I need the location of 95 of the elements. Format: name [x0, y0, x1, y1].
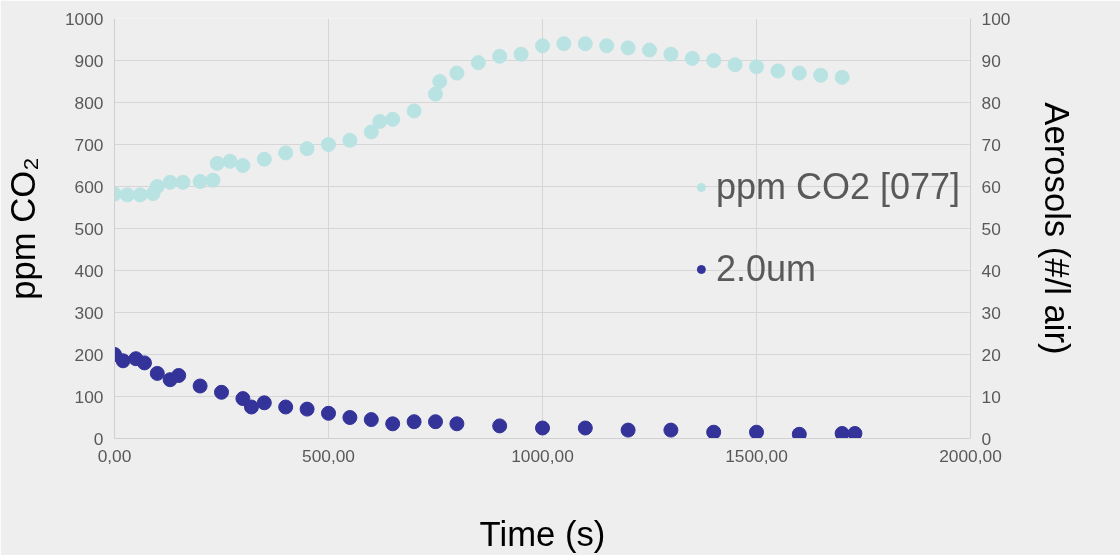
y2-tick-label: 70	[981, 134, 1001, 155]
point	[791, 426, 807, 439]
point	[847, 425, 863, 439]
point	[449, 65, 465, 81]
point	[171, 368, 187, 383]
point	[406, 414, 422, 430]
y-tick-label: 400	[74, 260, 104, 281]
point	[385, 416, 401, 432]
y-tick-label: 1000	[64, 8, 104, 29]
y2-tick-label: 100	[981, 8, 1011, 29]
point	[791, 65, 807, 81]
point	[299, 401, 315, 417]
point	[432, 74, 448, 89]
point	[599, 38, 615, 54]
y-axis-title: ppm CO₂	[3, 157, 42, 300]
y-tick-label: 200	[74, 344, 104, 365]
point	[577, 420, 593, 436]
x-axis-title: Time (s)	[479, 514, 606, 553]
point	[162, 174, 178, 190]
point	[299, 141, 315, 157]
point	[149, 365, 165, 381]
point	[770, 63, 786, 79]
point	[684, 50, 700, 66]
point	[363, 412, 379, 428]
point	[727, 57, 743, 73]
point	[119, 187, 135, 203]
y2-tick-label: 40	[981, 260, 1001, 281]
point	[706, 424, 722, 439]
point	[620, 422, 636, 438]
point	[192, 173, 208, 189]
point	[813, 67, 829, 83]
point	[136, 355, 152, 371]
y-tick-label: 500	[74, 218, 104, 239]
point	[209, 155, 225, 171]
point	[556, 36, 572, 52]
point	[535, 420, 550, 436]
x-tick-label: 500,00	[302, 445, 355, 466]
point	[663, 46, 679, 62]
point	[115, 353, 131, 369]
y2-tick-label: 90	[981, 50, 1001, 71]
y-tick-label: 700	[74, 134, 104, 155]
point	[372, 113, 388, 129]
point	[278, 145, 294, 161]
point	[321, 405, 336, 421]
legend-label: ppm CO2 [077]	[715, 166, 960, 208]
y2-axis-title: Aerosols (#/l air)	[1038, 102, 1077, 355]
point	[192, 378, 208, 394]
x-tick-label: 1000,00	[511, 445, 574, 466]
point	[256, 151, 272, 167]
point	[535, 38, 550, 54]
point	[428, 414, 443, 430]
y2-tick-label: 30	[981, 302, 1001, 323]
y-tick-label: 900	[74, 50, 104, 71]
legend-label: 2.0um	[715, 248, 816, 290]
point	[278, 399, 294, 415]
point	[243, 399, 259, 415]
y-tick-label: 600	[74, 176, 104, 197]
point	[749, 59, 764, 75]
y2-tick-label: 60	[981, 176, 1001, 197]
point	[205, 172, 221, 188]
y-tick-label: 800	[74, 92, 104, 113]
point	[385, 111, 401, 127]
point	[175, 174, 191, 190]
point	[834, 425, 850, 439]
point	[363, 124, 379, 140]
point	[642, 42, 657, 58]
y2-tick-label: 10	[981, 386, 1001, 407]
point	[513, 46, 529, 62]
y2-tick-label: 80	[981, 92, 1001, 113]
point	[132, 187, 148, 203]
point	[620, 40, 636, 56]
y-tick-label: 100	[74, 386, 104, 407]
x-tick-label: 1500,00	[725, 445, 788, 466]
point	[834, 69, 850, 85]
point	[214, 384, 229, 400]
point	[428, 86, 443, 102]
point	[492, 418, 508, 434]
point	[222, 153, 238, 169]
point	[342, 410, 358, 425]
point	[749, 424, 764, 439]
point	[235, 158, 251, 173]
point	[492, 48, 508, 64]
y2-tick-label: 50	[981, 218, 1001, 239]
point	[256, 395, 272, 411]
point	[449, 416, 465, 432]
point	[706, 53, 722, 68]
point	[149, 179, 165, 194]
point	[406, 103, 422, 119]
point	[321, 137, 336, 152]
point	[470, 55, 486, 71]
point	[663, 422, 679, 438]
point	[342, 132, 358, 148]
point	[577, 36, 593, 52]
y-tick-label: 300	[74, 302, 104, 323]
y2-tick-label: 20	[981, 344, 1001, 365]
